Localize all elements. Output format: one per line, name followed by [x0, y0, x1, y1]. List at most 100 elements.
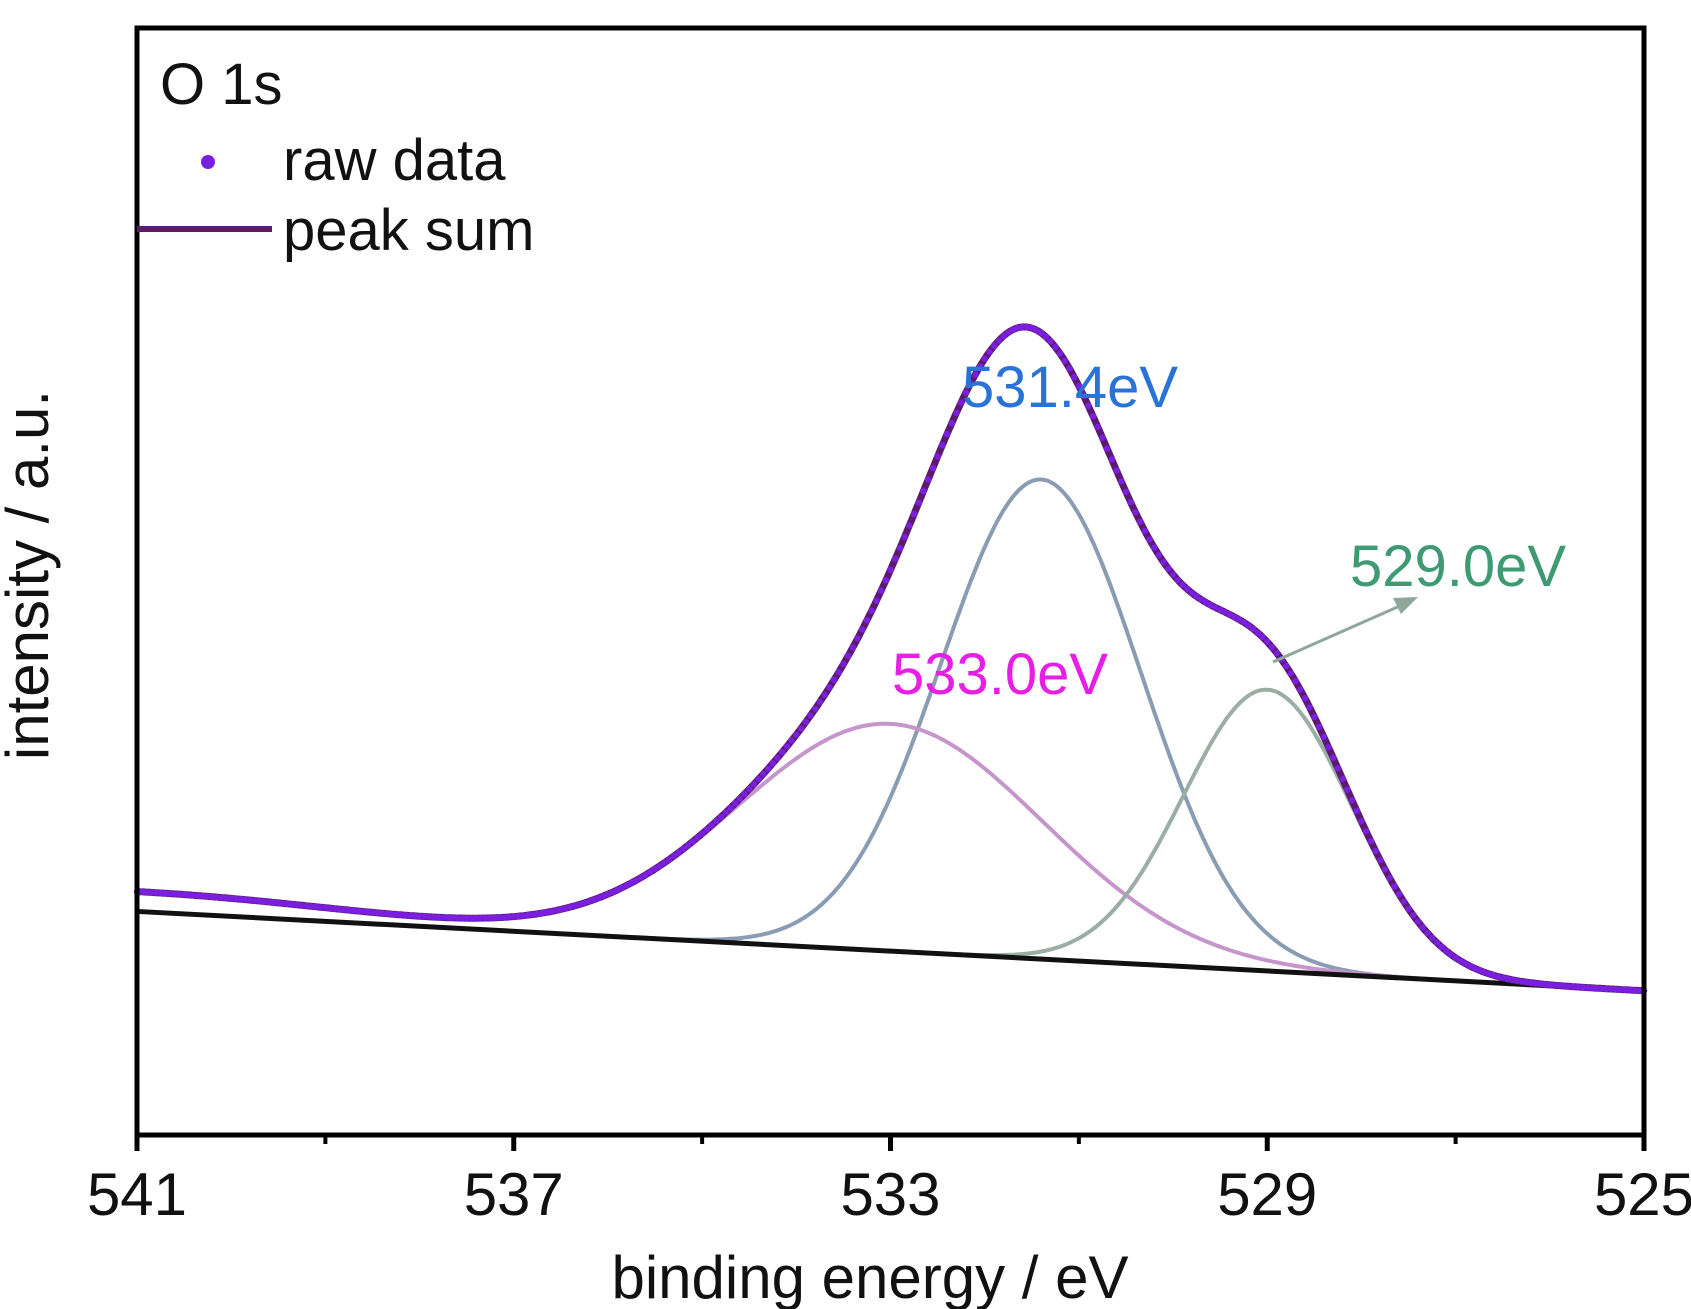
- raw-data-point: [275, 899, 282, 907]
- x-tick-label: 529: [1217, 1161, 1317, 1228]
- raw-data-point: [326, 905, 334, 912]
- raw-data-point: [223, 894, 230, 902]
- raw-data-point: [303, 902, 310, 909]
- raw-data-point: [957, 399, 965, 406]
- raw-data-point: [934, 453, 941, 460]
- raw-data-point: [1212, 604, 1219, 611]
- raw-data-point: [746, 785, 753, 793]
- raw-data-point: [1603, 985, 1610, 992]
- legend-label-sum: peak sum: [283, 198, 534, 263]
- baseline-line: [136, 908, 1645, 994]
- annotations-layer: 531.4eV 533.0eV 529.0eV: [892, 355, 1566, 707]
- raw-data-point: [901, 533, 908, 541]
- raw-data-point: [1325, 744, 1332, 751]
- raw-data-point: [713, 818, 720, 825]
- raw-data-point: [1297, 686, 1304, 693]
- raw-data-point: [1254, 629, 1262, 636]
- raw-data-point: [1348, 797, 1356, 804]
- raw-data-point: [1330, 754, 1337, 761]
- raw-data-point: [708, 822, 715, 829]
- raw-data-point: [190, 892, 197, 899]
- raw-data-point: [736, 795, 743, 802]
- raw-data-point: [246, 896, 254, 904]
- raw-data-point: [1457, 957, 1464, 964]
- raw-data-point: [374, 909, 381, 916]
- raw-data-point: [717, 813, 725, 821]
- raw-data-point: [1075, 383, 1083, 390]
- raw-data-point: [1033, 326, 1040, 334]
- raw-data-point: [1391, 883, 1398, 890]
- raw-data-point: [449, 914, 456, 921]
- raw-data-point: [520, 912, 527, 919]
- raw-data-point: [1268, 644, 1276, 651]
- raw-data-point: [1593, 985, 1601, 992]
- raw-data-point: [882, 577, 889, 584]
- raw-data-point: [209, 893, 216, 900]
- raw-data-point: [510, 913, 517, 920]
- raw-data-point: [157, 889, 164, 897]
- raw-data-point: [783, 743, 791, 750]
- raw-data-point: [849, 644, 856, 651]
- raw-data-point: [402, 912, 409, 919]
- raw-data-point: [915, 499, 922, 506]
- raw-data-point: [1428, 934, 1436, 942]
- raw-data-point: [1513, 977, 1521, 984]
- raw-data-point: [859, 626, 866, 633]
- raw-data-point: [237, 896, 244, 903]
- raw-data-point: [821, 691, 828, 699]
- raw-data-point: [929, 464, 937, 472]
- raw-data-point: [1165, 565, 1172, 572]
- raw-data-point: [1386, 874, 1393, 882]
- raw-data-point: [1169, 571, 1177, 578]
- raw-data-point: [816, 698, 824, 706]
- raw-data-point: [171, 890, 178, 898]
- raw-data-point: [1574, 983, 1582, 991]
- raw-data-point: [1508, 976, 1516, 983]
- raw-data-point: [1146, 536, 1153, 543]
- raw-data-point: [774, 754, 781, 761]
- raw-data-point: [618, 884, 626, 891]
- raw-data-point: [1433, 939, 1441, 946]
- raw-data-point: [1607, 985, 1615, 993]
- raw-data-point: [703, 826, 710, 833]
- x-tick-label: 537: [464, 1161, 564, 1228]
- raw-data-point: [1362, 828, 1370, 835]
- raw-data-point: [392, 911, 400, 918]
- raw-data-point: [656, 862, 663, 870]
- raw-data-point: [670, 852, 678, 860]
- raw-data-point: [1009, 326, 1017, 333]
- raw-data-point: [1071, 373, 1078, 381]
- raw-data-point: [218, 894, 225, 901]
- component-curve-529: [136, 687, 1645, 993]
- raw-data-point: [793, 731, 800, 738]
- raw-data-point: [868, 607, 875, 614]
- raw-data-point: [1527, 979, 1535, 986]
- raw-data-point: [920, 487, 927, 495]
- raw-data-point: [680, 845, 687, 853]
- raw-data-point: [990, 342, 998, 349]
- curves-layer: [133, 323, 1648, 995]
- raw-data-point: [1174, 576, 1182, 584]
- raw-data-point: [1320, 733, 1328, 741]
- raw-data-point: [496, 914, 503, 921]
- raw-data-point: [906, 522, 913, 529]
- raw-data-point: [1099, 434, 1106, 441]
- raw-data-point: [1136, 518, 1144, 525]
- raw-data-point: [1240, 619, 1247, 626]
- x-axis-label: binding energy / eV: [611, 1244, 1128, 1309]
- raw-data-point: [1424, 929, 1431, 937]
- raw-data-point: [1019, 323, 1026, 331]
- raw-data-point: [270, 899, 277, 906]
- raw-data-point: [628, 879, 635, 886]
- raw-data-point: [976, 363, 984, 370]
- raw-data-point: [844, 652, 852, 660]
- raw-data-point: [1132, 509, 1139, 516]
- raw-data-point: [350, 907, 357, 914]
- raw-data-point: [1155, 552, 1163, 559]
- raw-data-point: [892, 555, 899, 563]
- raw-data-point: [524, 911, 532, 919]
- raw-data-point: [1014, 324, 1021, 331]
- raw-data-point: [939, 442, 946, 449]
